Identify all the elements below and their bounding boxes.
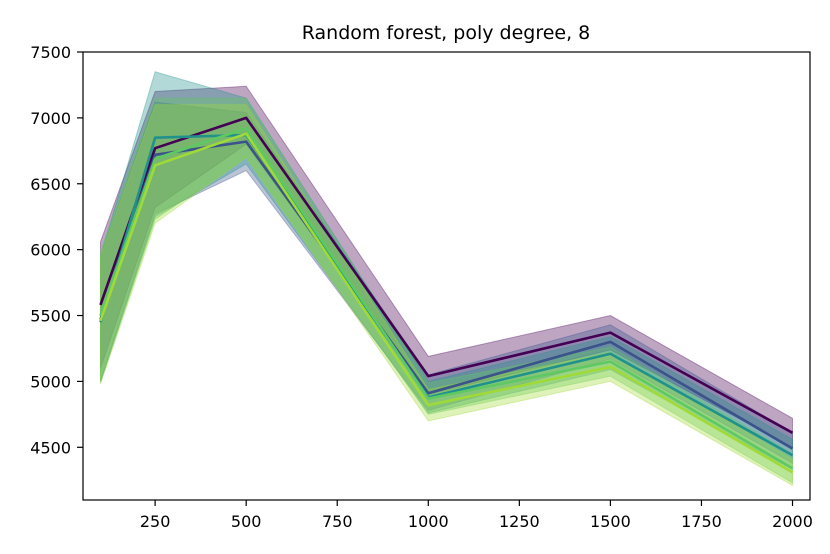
y-tick-label-5000: 5000 (30, 372, 71, 391)
line-series-4 (99, 127, 794, 470)
x-tick-label-500: 500 (231, 512, 262, 531)
band-series-2 (99, 101, 794, 464)
y-tick-label-7500: 7500 (30, 43, 71, 62)
y-tick-label-5500: 5500 (30, 307, 71, 326)
x-tick-label-1500: 1500 (590, 512, 631, 531)
x-tick-label-1750: 1750 (681, 512, 722, 531)
x-tick-label-750: 750 (322, 512, 353, 531)
series-lines (99, 116, 794, 474)
line-series-5 (99, 132, 794, 474)
x-tick-label-1000: 1000 (408, 512, 449, 531)
line-series-1 (99, 116, 794, 434)
x-tick-label-2000: 2000 (772, 512, 813, 531)
line-series-3 (99, 133, 794, 457)
y-tick-label-6500: 6500 (30, 175, 71, 194)
y-tick-label-7000: 7000 (30, 109, 71, 128)
confidence-bands (99, 71, 794, 487)
plot-frame (82, 51, 811, 501)
x-tick-label-250: 250 (140, 512, 171, 531)
y-tick-label-6000: 6000 (30, 241, 71, 260)
x-tick-label-1250: 1250 (499, 512, 540, 531)
axes: 250 500 750 1000 1250 1500 1750 2000 4500 5000 550… (30, 43, 813, 531)
band-series-5 (99, 104, 794, 487)
band-series-4 (99, 97, 794, 484)
y-tick-label-4500: 4500 (30, 438, 71, 457)
chart-title: Random forest, poly degree, 8 (302, 22, 591, 44)
